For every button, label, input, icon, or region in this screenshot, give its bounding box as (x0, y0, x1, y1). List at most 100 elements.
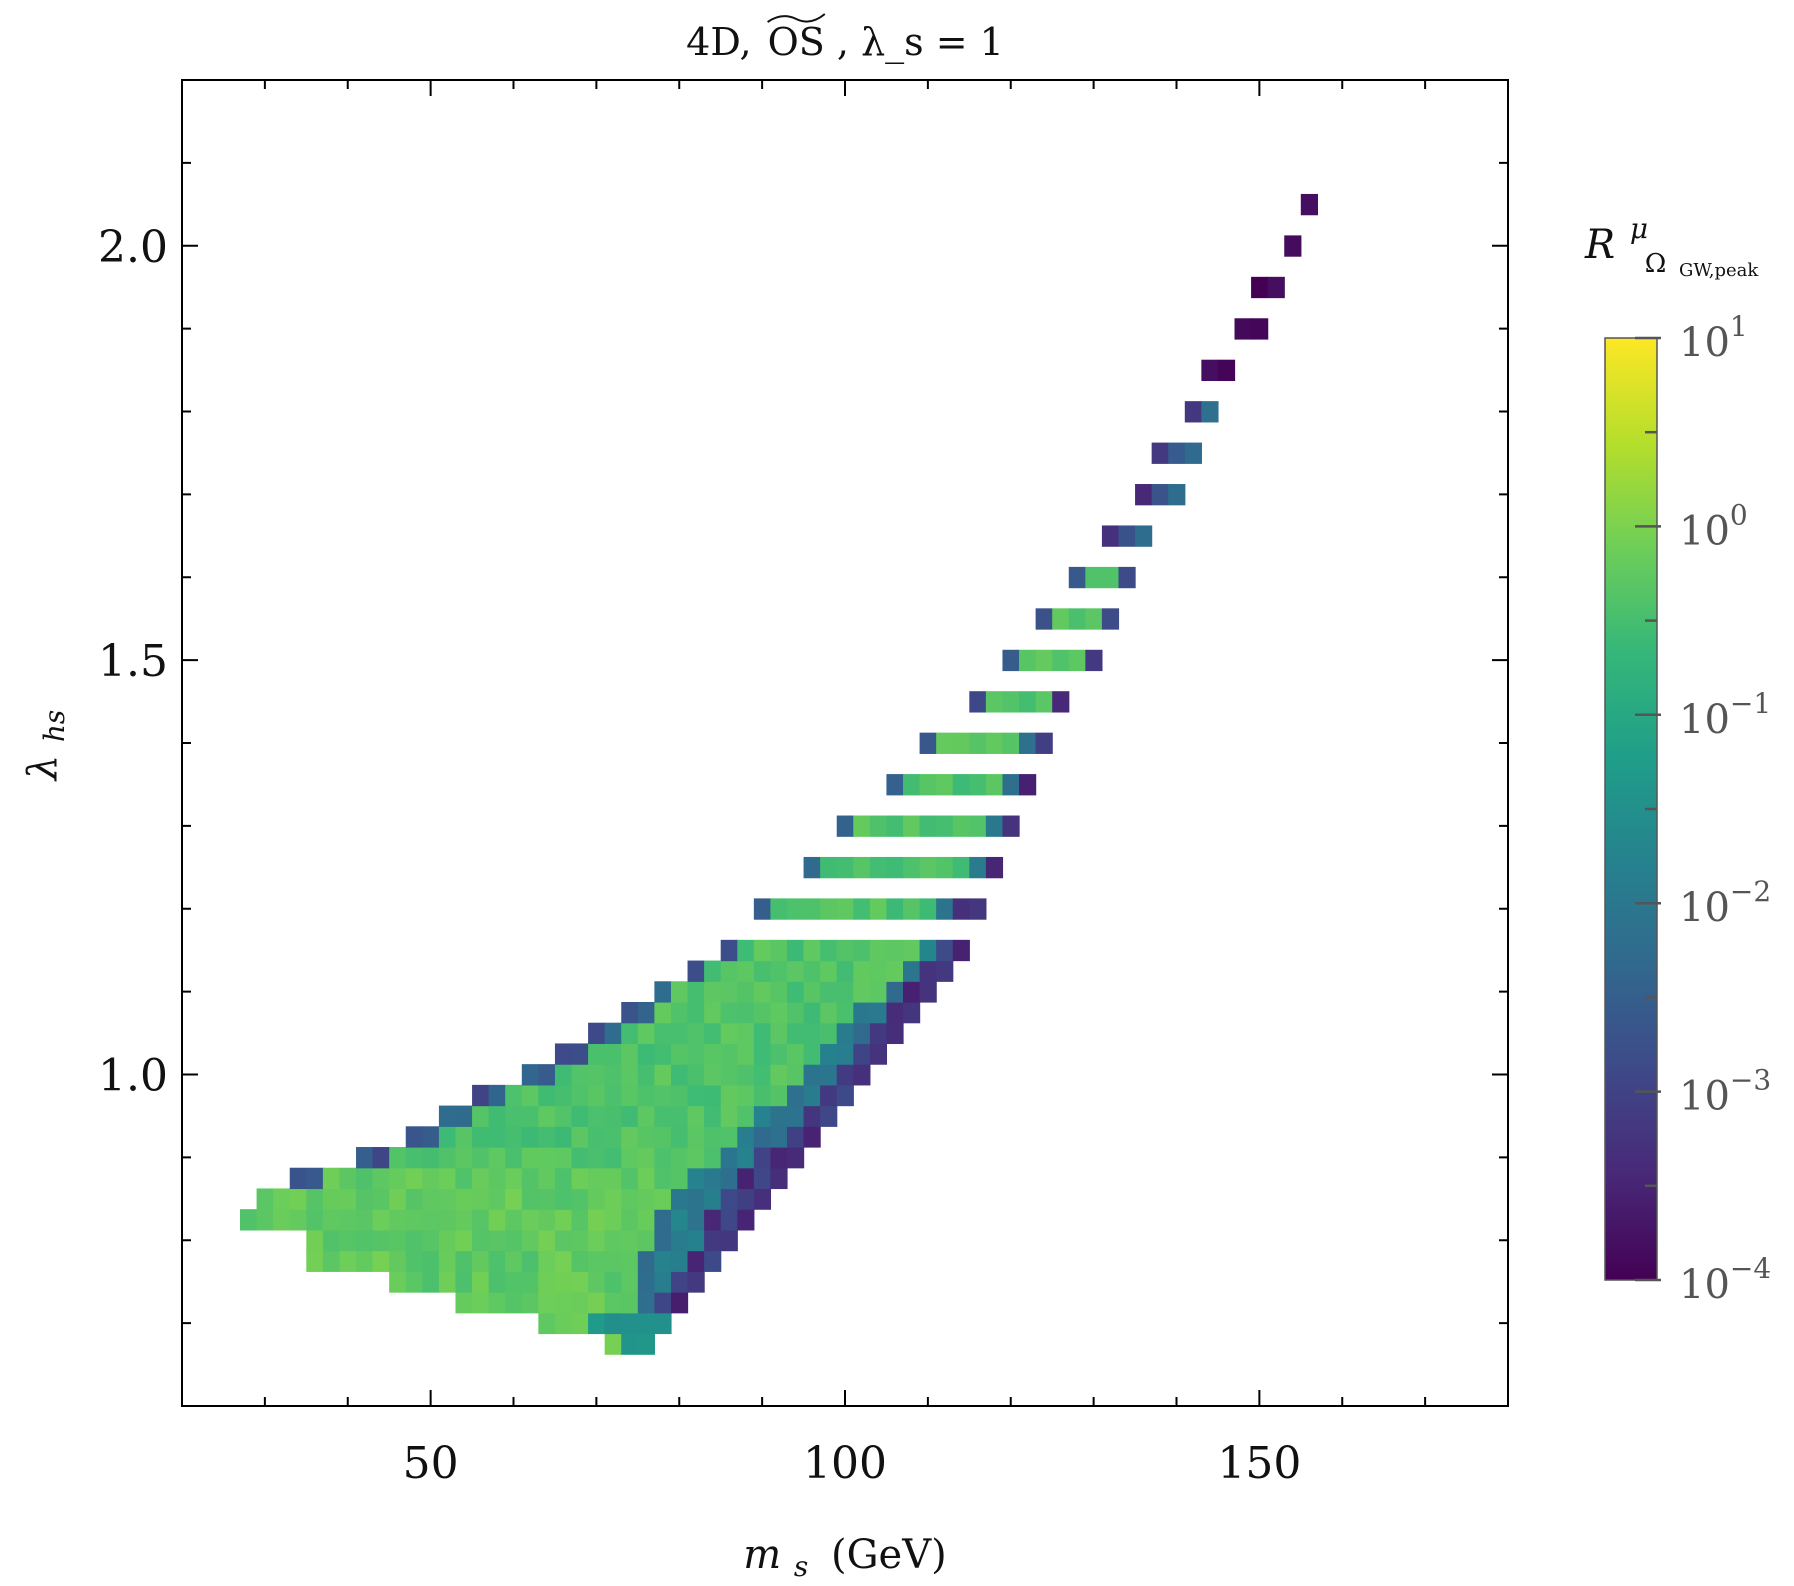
heatmap-cell (936, 732, 954, 754)
heatmap-cell (1267, 276, 1285, 299)
heatmap-cell (339, 1209, 357, 1231)
heatmap-cell (422, 1250, 440, 1272)
heatmap-cell (488, 1188, 506, 1210)
heatmap-cell (637, 1333, 655, 1355)
heatmap-cell (820, 960, 838, 982)
heatmap-cell (803, 898, 821, 920)
x-tick-label: 50 (403, 1438, 459, 1489)
title-scheme: OS (768, 20, 825, 64)
heatmap-cell (571, 1147, 589, 1169)
heatmap-cell (720, 1064, 738, 1086)
heatmap-cell (637, 1064, 655, 1086)
heatmap-cell (604, 1333, 622, 1355)
heatmap-cell (604, 1167, 622, 1190)
chart-title: 4D, OS , λ_s = 1 (686, 20, 1004, 65)
heatmap-cell (637, 1312, 655, 1335)
heatmap-cell (438, 1126, 457, 1148)
heatmap-cell (1101, 525, 1120, 547)
heatmap-cell (786, 1147, 805, 1169)
heatmap-cell (687, 1167, 705, 1190)
heatmap-cell (637, 1084, 655, 1107)
heatmap-cell (1251, 318, 1269, 340)
heatmap-cell (753, 1022, 772, 1045)
heatmap-cell (637, 1209, 655, 1231)
heatmap-cell (670, 1043, 689, 1065)
heatmap-cell (985, 732, 1004, 754)
heatmap-cell (488, 1126, 506, 1148)
heatmap-cell (1002, 774, 1020, 796)
heatmap-cell (472, 1126, 490, 1148)
heatmap-cell (720, 1147, 738, 1169)
heatmap-cell (1035, 608, 1053, 630)
heatmap-cell (588, 1312, 606, 1335)
heatmap-cell (936, 774, 954, 796)
heatmap-cell (820, 856, 838, 879)
heatmap-cell (604, 1188, 622, 1210)
heatmap-cell (936, 815, 954, 837)
heatmap-cell (604, 1312, 622, 1335)
heatmap-cell (704, 1084, 722, 1107)
heatmap-cell (621, 1312, 639, 1335)
heatmap-cell (472, 1084, 490, 1107)
heatmap-cell (571, 1084, 589, 1107)
heatmap-cell (389, 1229, 407, 1252)
heatmap-cell (969, 691, 987, 713)
heatmap-cell (554, 1229, 573, 1252)
heatmap-cell (886, 1001, 904, 1024)
heatmap-cell (472, 1271, 490, 1293)
heatmap-cell (455, 1167, 473, 1190)
heatmap-cell (687, 1209, 705, 1231)
heatmap-cell (554, 1188, 573, 1210)
y-tick-label: 1.0 (98, 1051, 168, 1102)
heatmap-cell (405, 1250, 423, 1272)
heatmap-cell (604, 1250, 622, 1272)
heatmap-cell (670, 1209, 689, 1231)
heatmap-cell (405, 1229, 423, 1252)
heatmap-cell (853, 1043, 871, 1065)
heatmap-cell (455, 1250, 473, 1272)
heatmap-cell (455, 1188, 473, 1210)
heatmap-cell (770, 898, 788, 920)
heatmap-cell (604, 1043, 622, 1065)
heatmap-cell (521, 1271, 539, 1293)
heatmap-cell (405, 1126, 423, 1148)
heatmap-cell (903, 856, 921, 879)
heatmap-cell (621, 1167, 639, 1190)
heatmap-cell (720, 981, 738, 1003)
heatmap-cell (737, 1084, 755, 1107)
heatmap-cell (670, 1167, 689, 1190)
colorbar-title-subsub: GW,peak (1679, 260, 1759, 281)
heatmap-cell (985, 815, 1004, 837)
heatmap-cell (654, 1147, 672, 1169)
heatmap-cell (273, 1209, 291, 1231)
heatmap-cell (786, 1084, 805, 1107)
heatmap-cell (869, 1001, 888, 1024)
heatmap-cell (571, 1126, 589, 1148)
heatmap-cell (952, 898, 970, 920)
heatmap-cell (969, 815, 987, 837)
heatmap-cell (1035, 732, 1053, 754)
heatmap-cell (521, 1167, 539, 1190)
heatmap-cell (720, 960, 738, 982)
heatmap-cells (240, 193, 1318, 1355)
heatmap-cell (786, 960, 805, 982)
x-axis-label-unit: (GeV) (831, 1532, 947, 1578)
heatmap-cell (571, 1043, 589, 1065)
heatmap-cell (372, 1188, 390, 1210)
heatmap-cell (372, 1250, 390, 1272)
heatmap-cell (786, 1064, 805, 1086)
y-axis-label-var: λ (20, 755, 66, 782)
heatmap-cell (604, 1229, 622, 1252)
heatmap-cell (753, 1043, 772, 1065)
heatmap-cell (339, 1229, 357, 1252)
heatmap-cell (737, 1001, 755, 1024)
heatmap-cell (737, 981, 755, 1003)
heatmap-cell (687, 1043, 705, 1065)
heatmap-cell (969, 774, 987, 796)
heatmap-cell (1068, 566, 1086, 589)
heatmap-cell (820, 1084, 838, 1107)
heatmap-cell (670, 1105, 689, 1127)
heatmap-cell (1217, 359, 1236, 382)
y-axis-label-sub: hs (38, 710, 71, 742)
heatmap-cell (670, 1229, 689, 1252)
